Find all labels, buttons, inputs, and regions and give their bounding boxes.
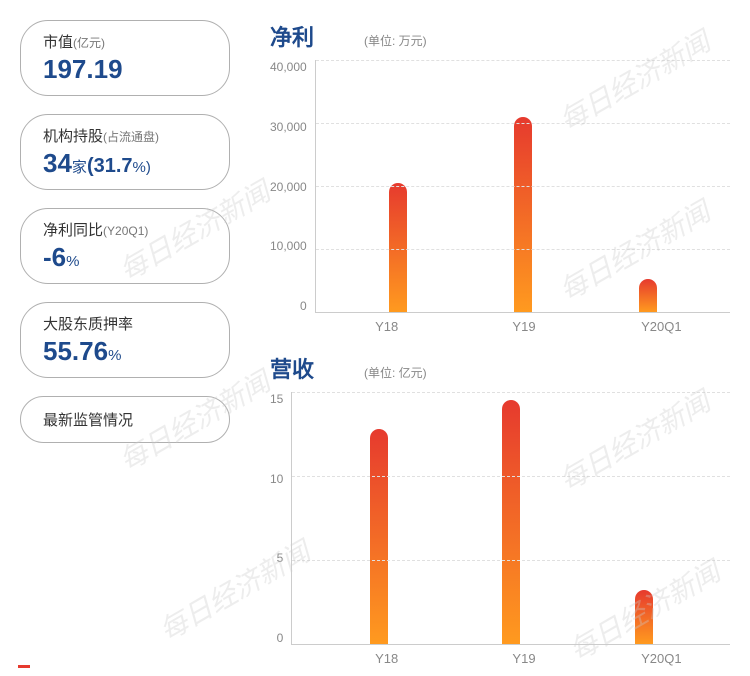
chart-area: 15 10 5 0 (270, 392, 730, 645)
bar (514, 117, 532, 312)
value-number: 197.19 (43, 54, 123, 84)
value-number: -6 (43, 242, 66, 272)
y-tick-label: 5 (277, 551, 284, 565)
value-unit: % (108, 347, 121, 364)
x-tick-label: Y20Q1 (593, 319, 730, 334)
plot-area (315, 60, 730, 313)
bar (502, 400, 520, 644)
x-tick-label: Y18 (318, 651, 455, 666)
x-tick-label: Y19 (455, 651, 592, 666)
label-sub: (占流通盘) (103, 130, 159, 144)
gridline (316, 60, 730, 61)
x-axis: Y18Y19Y20Q1 (270, 651, 730, 666)
stat-card-market-cap: 市值(亿元) 197.19 (20, 20, 230, 96)
label-sub: (亿元) (73, 36, 105, 50)
stats-panel: 市值(亿元) 197.19 机构持股(占流通盘) 34家(31.7%) 净利同比… (20, 20, 240, 666)
stat-value: 55.76% (43, 336, 207, 367)
chart-unit: (单位: 万元) (364, 32, 427, 49)
gridline (316, 186, 730, 187)
bars-container (292, 392, 730, 644)
bar (370, 429, 388, 644)
main-container: 市值(亿元) 197.19 机构持股(占流通盘) 34家(31.7%) 净利同比… (0, 0, 750, 676)
value-unit: % (66, 253, 79, 270)
stat-card-profit-yoy: 净利同比(Y20Q1) -6% (20, 208, 230, 284)
chart-revenue: 营收 (单位: 亿元) 15 10 5 0 Y18Y19Y20Q1 (270, 352, 730, 666)
gridline (316, 123, 730, 124)
label-text: 净利同比 (43, 222, 103, 239)
chart-header: 营收 (单位: 亿元) (270, 352, 730, 384)
bar (639, 279, 657, 312)
stat-label: 净利同比(Y20Q1) (43, 219, 207, 240)
x-tick-label: Y18 (318, 319, 455, 334)
value-paren-unit: %) (133, 159, 151, 176)
value-number: 34 (43, 148, 72, 178)
chart-area: 40,000 30,000 20,000 10,000 0 (270, 60, 730, 313)
value-unit: 家 (72, 159, 87, 176)
label-text: 大股东质押率 (43, 316, 133, 333)
stat-card-pledge-rate: 大股东质押率 55.76% (20, 302, 230, 378)
y-tick-label: 40,000 (270, 60, 307, 74)
x-tick-label: Y19 (455, 319, 592, 334)
stat-label: 机构持股(占流通盘) (43, 125, 207, 146)
x-tick-label: Y20Q1 (593, 651, 730, 666)
label-text: 市值 (43, 34, 73, 51)
x-axis: Y18Y19Y20Q1 (270, 319, 730, 334)
stat-card-regulation: 最新监管情况 (20, 396, 230, 443)
gridline (292, 560, 730, 561)
y-axis: 15 10 5 0 (270, 392, 291, 645)
y-tick-label: 10 (270, 472, 283, 486)
label-sub: (Y20Q1) (103, 224, 148, 238)
y-tick-label: 20,000 (270, 180, 307, 194)
y-tick-label: 30,000 (270, 120, 307, 134)
gridline (316, 249, 730, 250)
y-tick-label: 0 (277, 631, 284, 645)
y-tick-label: 10,000 (270, 239, 307, 253)
bar (389, 183, 407, 312)
stat-label: 市值(亿元) (43, 31, 207, 52)
chart-unit: (单位: 亿元) (364, 364, 427, 381)
y-tick-label: 15 (270, 392, 283, 406)
chart-title: 营收 (270, 352, 314, 384)
plot-area (291, 392, 730, 645)
gridline (292, 392, 730, 393)
stat-value: 34家(31.7%) (43, 148, 207, 179)
gridline (292, 476, 730, 477)
value-number: 55.76 (43, 336, 108, 366)
value-paren: (31.7 (87, 155, 133, 177)
chart-header: 净利 (单位: 万元) (270, 20, 730, 52)
label-text: 最新监管情况 (43, 412, 133, 429)
chart-net-profit: 净利 (单位: 万元) 40,000 30,000 20,000 10,000 0 Y1… (270, 20, 730, 334)
label-text: 机构持股 (43, 128, 103, 145)
y-tick-label: 0 (300, 299, 307, 313)
y-axis: 40,000 30,000 20,000 10,000 0 (270, 60, 315, 313)
bar (635, 590, 653, 644)
chart-title: 净利 (270, 20, 314, 52)
footer-mark (18, 665, 30, 668)
charts-panel: 净利 (单位: 万元) 40,000 30,000 20,000 10,000 0 Y1… (240, 20, 730, 666)
chart-spacer (270, 334, 730, 352)
stat-label: 最新监管情况 (43, 409, 207, 430)
stat-value: -6% (43, 242, 207, 273)
stat-value: 197.19 (43, 54, 207, 85)
stat-label: 大股东质押率 (43, 313, 207, 334)
stat-card-institutions: 机构持股(占流通盘) 34家(31.7%) (20, 114, 230, 190)
